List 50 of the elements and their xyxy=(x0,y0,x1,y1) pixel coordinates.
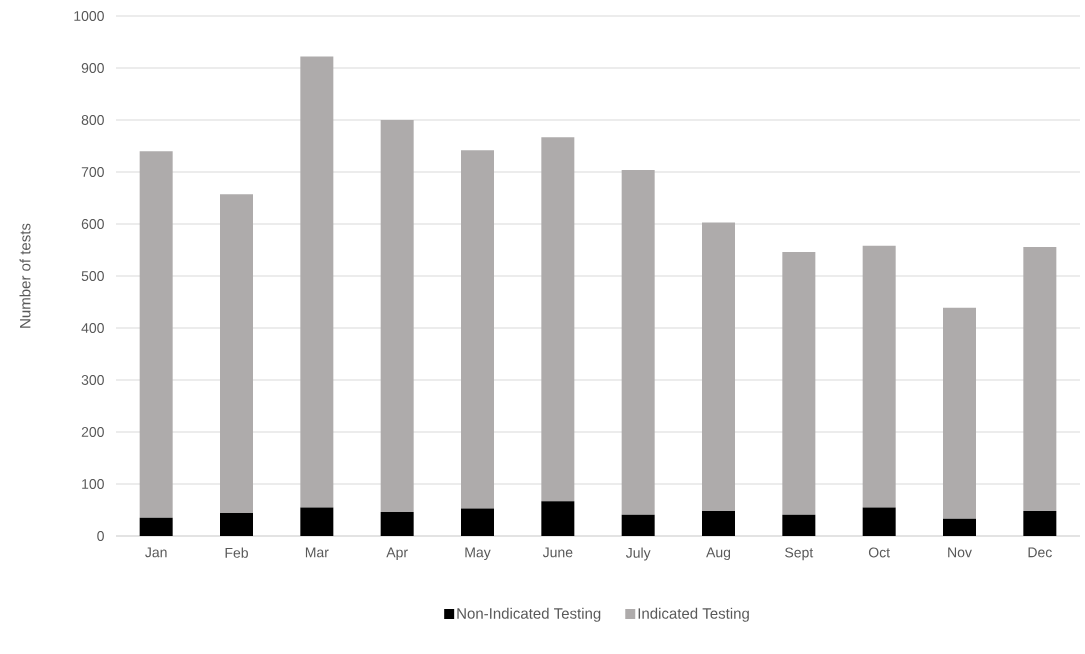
bar xyxy=(300,507,334,536)
bar xyxy=(380,512,414,536)
x-tick-label: Mar xyxy=(305,547,329,558)
bar xyxy=(300,56,334,508)
x-tick-label: Sept xyxy=(785,547,814,561)
bar xyxy=(943,307,977,519)
bar xyxy=(782,252,816,515)
y-tick-label: 400 xyxy=(81,323,104,333)
y-tick-label: 900 xyxy=(81,63,104,73)
bar xyxy=(1023,246,1057,512)
y-tick-label: 0 xyxy=(97,531,104,541)
y-tick-label: 500 xyxy=(81,271,104,281)
bar xyxy=(1023,511,1057,536)
x-tick-label: Nov xyxy=(948,547,972,558)
y-tick-label: 700 xyxy=(81,167,104,177)
y-tick-label: 300 xyxy=(81,375,104,385)
x-tick-label: May xyxy=(465,547,491,561)
bar xyxy=(621,514,655,536)
y-tick-label: 800 xyxy=(81,115,104,125)
legend-label: Non-Indicated Testing xyxy=(457,607,601,622)
bar xyxy=(702,511,735,536)
x-tick-label: Jan xyxy=(145,547,167,558)
x-tick-label: June xyxy=(542,547,573,558)
legend-label: Indicated Testing xyxy=(638,607,749,622)
bar xyxy=(782,514,816,536)
y-tick-label: 200 xyxy=(81,427,104,437)
x-tick-label: Feb xyxy=(225,547,248,558)
bar xyxy=(220,194,253,514)
bar xyxy=(139,517,173,536)
bar xyxy=(461,150,494,509)
y-tick-label: 100 xyxy=(82,479,104,489)
bar xyxy=(621,169,655,515)
x-tick-label: Apr xyxy=(386,547,408,561)
x-tick-label: Oct xyxy=(868,547,890,558)
x-tick-label: July xyxy=(625,547,651,561)
bar xyxy=(862,245,896,508)
bar xyxy=(541,137,575,502)
bar xyxy=(380,120,414,513)
bar xyxy=(702,222,735,512)
bar xyxy=(220,513,253,536)
bar xyxy=(943,518,977,536)
bar xyxy=(461,508,494,536)
bar xyxy=(541,501,575,536)
bar xyxy=(862,507,896,536)
y-tick-label: 600 xyxy=(81,219,104,229)
y-tick-label: 1000 xyxy=(74,11,104,21)
x-tick-label: Aug xyxy=(706,547,731,561)
bar xyxy=(139,151,173,518)
x-tick-label: Dec xyxy=(1028,547,1052,558)
y-axis-title: Number of tests xyxy=(19,223,31,328)
